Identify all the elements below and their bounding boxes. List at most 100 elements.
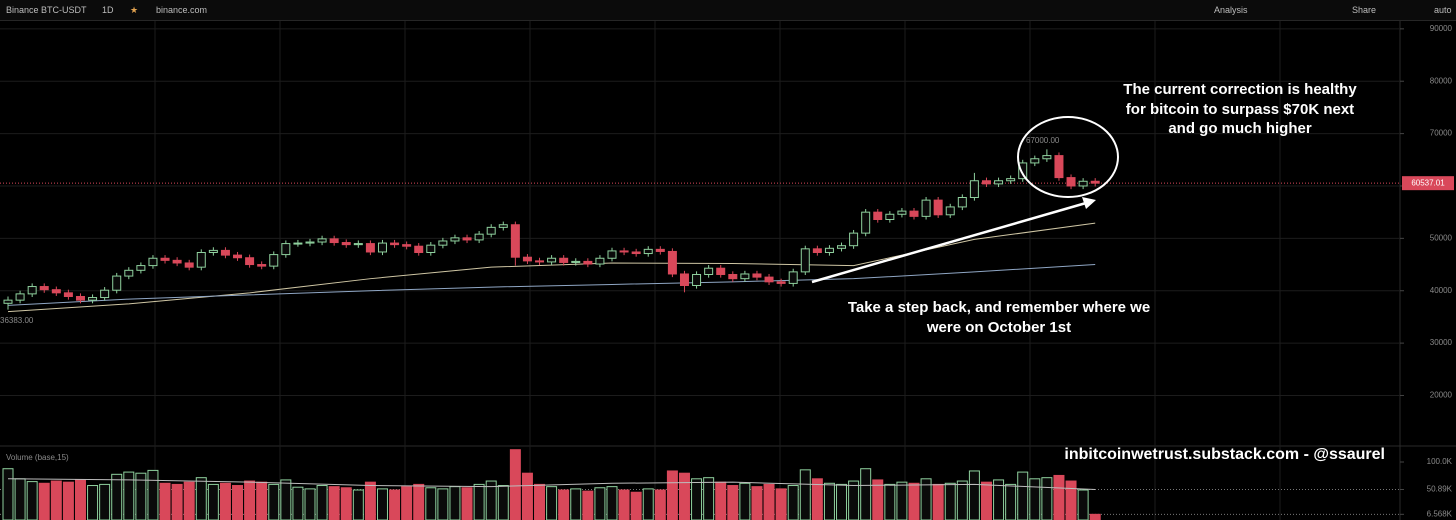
volume-bar: [715, 481, 727, 520]
annotation: for bitcoin to surpass $70K next: [1126, 101, 1354, 118]
candle-body: [559, 257, 569, 263]
volume-bar: [256, 481, 268, 520]
volume-pane: 100.0K 50.89K 6.568K: [0, 449, 1453, 520]
volume-bar: [763, 483, 775, 520]
volume-bar: [74, 479, 86, 520]
grid: 2000030000400005000060000700008000090000: [0, 21, 1453, 520]
candle-body: [51, 289, 61, 294]
candle-body: [438, 240, 448, 246]
candle-body: [329, 238, 339, 244]
volume-bar: [497, 485, 509, 520]
volume-bar: [26, 481, 38, 520]
volume-bar: [799, 469, 811, 520]
candle-body: [812, 248, 822, 253]
volume-bar: [534, 483, 546, 520]
volume-bar: [896, 481, 908, 520]
volume-bar: [727, 485, 739, 520]
candle-body: [160, 257, 170, 261]
y-tick-label: 20000: [1430, 391, 1453, 400]
y-tick-label: 40000: [1430, 286, 1453, 295]
volume-bar: [437, 488, 449, 520]
annotation: and go much higher: [1168, 120, 1311, 137]
candle-body: [667, 250, 677, 275]
y-tick-label: 80000: [1430, 76, 1453, 85]
candle-body: [824, 247, 834, 253]
volume-bar: [449, 486, 461, 520]
candle-body: [849, 232, 859, 247]
volume-bar: [401, 486, 413, 520]
volume-bar: [473, 483, 485, 520]
candle-body: [679, 273, 689, 286]
volume-bar: [304, 488, 316, 520]
favorite-icon[interactable]: ★: [130, 5, 139, 15]
candle-body: [184, 262, 194, 268]
candle-body: [655, 248, 665, 252]
volume-bar: [546, 486, 558, 520]
interval[interactable]: 1D: [102, 5, 114, 15]
volume-bar: [751, 486, 763, 520]
candle-body: [1078, 180, 1088, 187]
candle-body: [692, 273, 702, 286]
share[interactable]: Share: [1352, 5, 1377, 15]
volume-bar: [594, 487, 606, 520]
volume-bar: [1017, 471, 1029, 520]
volume-bar: [14, 478, 26, 520]
candle-body: [414, 245, 424, 253]
volume-bar: [50, 480, 62, 520]
candles: [3, 149, 1100, 310]
volume-bar: [485, 480, 497, 520]
candle-body: [510, 224, 520, 258]
volume-bar: [280, 479, 292, 520]
candle-body: [390, 242, 400, 246]
candle-body: [269, 254, 279, 267]
volume-bar: [159, 482, 171, 520]
analysis[interactable]: Analysis: [1214, 5, 1248, 15]
toolbar: Binance BTC-USDT 1D ★ binance.com Analys…: [0, 0, 1456, 21]
candle-body: [220, 249, 230, 256]
watermark: inbitcoinwetrust.substack.com - @ssaurel: [1064, 446, 1385, 463]
candle-body: [704, 267, 714, 275]
volume-bar: [1089, 513, 1101, 520]
volume-bar: [884, 483, 896, 520]
volume-bar: [195, 477, 207, 520]
candle-body: [800, 248, 810, 273]
candle-body: [571, 260, 581, 263]
candle-body: [305, 241, 315, 244]
volume-bar: [570, 488, 582, 520]
volume-bar: [364, 481, 376, 520]
volume-bar: [352, 489, 364, 520]
arrow-line: [811, 201, 1087, 284]
scale[interactable]: auto: [1434, 5, 1452, 15]
symbol[interactable]: Binance BTC-USDT: [6, 5, 87, 15]
candle-body: [909, 210, 919, 217]
volume-bar: [521, 472, 533, 520]
volume-bar: [1065, 480, 1077, 520]
candle-body: [837, 245, 847, 249]
candle-body: [788, 271, 798, 284]
high-label: 67000.00: [1026, 136, 1060, 145]
volume-bar: [244, 480, 256, 520]
moving-average: [7, 264, 1096, 306]
volume-bar: [1053, 474, 1065, 520]
volume-bar: [993, 479, 1005, 520]
volume-bar: [642, 488, 654, 520]
candle-body: [873, 211, 883, 221]
volume-bar: [62, 481, 74, 520]
candle-body: [15, 293, 25, 301]
source[interactable]: binance.com: [156, 5, 208, 15]
volume-bar: [932, 483, 944, 520]
candle-body: [1006, 178, 1016, 182]
candle-body: [426, 244, 436, 253]
candle-body: [619, 250, 629, 253]
candle-body: [643, 248, 653, 255]
candle-body: [969, 180, 979, 199]
volume-bar: [171, 483, 183, 520]
volume-bar: [38, 482, 50, 520]
candle-body: [933, 199, 943, 216]
volume-bar: [691, 478, 703, 520]
candle-body: [921, 199, 931, 217]
volume-bar: [1077, 489, 1089, 520]
volume-average: [7, 478, 1096, 491]
candle-body: [402, 244, 412, 247]
